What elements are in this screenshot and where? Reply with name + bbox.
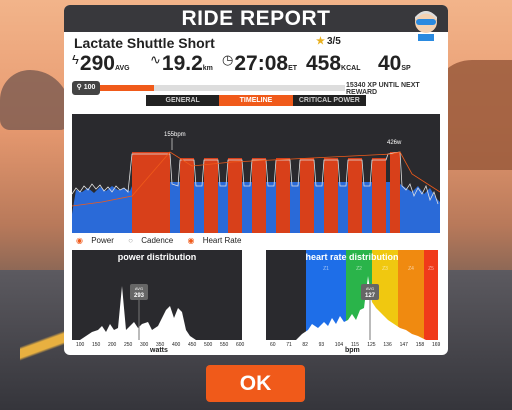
legend-power[interactable]: ◉ Power (76, 236, 114, 245)
ok-button[interactable]: OK (206, 365, 305, 402)
legend-heart-rate[interactable]: ◉ Heart Rate (187, 236, 242, 245)
level-badge: ⚲ 100 (72, 81, 100, 95)
power-tick-label: 500 (204, 342, 213, 348)
xp-progress-fill (100, 85, 154, 91)
power-tick-label: 200 (108, 342, 117, 348)
power-tick-label: 250 (124, 342, 133, 348)
timeline-interval-bar (204, 158, 218, 233)
chart-legend: ◉ Power ○ Cadence ◉ Heart Rate (76, 236, 253, 245)
clock-icon: ◷ (222, 52, 234, 67)
timeline-chart: 155bpm 426w (72, 114, 440, 233)
stat-sport-points: 40SP (378, 52, 411, 75)
ride-report-panel: RIDE REPORT Lactate Shuttle Short ★ 3/5 ϟ… (64, 5, 448, 355)
heart-rate-tick-label: 71 (286, 342, 292, 348)
workout-row: Lactate Shuttle Short ★ 3/5 (64, 32, 448, 52)
timeline-interval-bar (372, 158, 386, 233)
timeline-heart-rate-line (72, 151, 440, 207)
rating-value: 3/5 (326, 36, 341, 47)
hr-zone-label: Z4 (408, 266, 414, 272)
timeline-interval-bar (228, 158, 242, 233)
timeline-interval-bar (276, 158, 290, 233)
power-distribution-chart: power distribution AVG 293 (72, 250, 242, 340)
heart-rate-tick-label: 82 (302, 342, 308, 348)
timeline-interval-bar (252, 158, 266, 233)
heart-rate-distribution-plot: Z1 Z2 Z3 Z4 Z5 AVG 127 (296, 250, 438, 340)
hr-avg-value: 127 (365, 293, 376, 299)
timeline-power-cooldown (400, 184, 440, 233)
power-distribution-plot: AVG 293 (80, 284, 196, 340)
workout-name: Lactate Shuttle Short (74, 35, 215, 51)
power-distribution-xlabel: watts (150, 347, 168, 354)
report-tabs: GENERAL TIMELINE CRITICAL POWER (146, 95, 366, 106)
power-tick-label: 150 (92, 342, 101, 348)
hr-zone-band (424, 250, 438, 340)
timeline-peak-power-label: 426w (387, 140, 402, 146)
power-tick-label: 350 (156, 342, 165, 348)
power-tick-label: 600 (236, 342, 245, 348)
heart-rate-distribution-title: heart rate distribution (305, 252, 399, 262)
hr-zone-label: Z2 (356, 266, 362, 272)
heart-rate-tick-label: 147 (399, 342, 408, 348)
timeline-peak-hr-label: 155bpm (164, 132, 186, 138)
stat-time: ◷27:08ET (222, 52, 298, 75)
background-rock (0, 70, 70, 130)
stat-power: ϟ290AVG (72, 52, 130, 75)
heart-rate-tick-label: 158 (415, 342, 425, 348)
heart-rate-tick-label: 115 (351, 342, 359, 348)
legend-cadence[interactable]: ○ Cadence (128, 236, 174, 245)
power-avg-value: 293 (134, 293, 145, 299)
heart-rate-tick-label: 169 (432, 342, 441, 348)
timeline-interval-bar (132, 152, 170, 233)
power-tick-label: 550 (220, 342, 229, 348)
avatar (415, 11, 437, 41)
route-icon: ∿ (150, 52, 161, 67)
power-tick-label: 450 (188, 342, 197, 348)
hr-avg-label: AVG (366, 286, 374, 291)
panel-title: RIDE REPORT (64, 5, 448, 32)
hr-zone-band (398, 250, 424, 340)
heart-rate-distribution-xlabel: bpm (345, 347, 360, 354)
xp-remaining-text: 15340 XP UNTIL NEXT REWARD (346, 82, 420, 96)
hr-zone-label: Z5 (428, 266, 434, 272)
timeline-interval-bar (180, 158, 194, 233)
hr-zone-label: Z3 (382, 266, 388, 272)
tab-general[interactable]: GENERAL (165, 97, 200, 104)
power-distribution-shape (80, 286, 196, 340)
workout-rating[interactable]: ★ 3/5 (316, 36, 341, 47)
power-tick-label: 400 (172, 342, 181, 348)
timeline-interval-bar (348, 158, 362, 233)
xp-progress-row: ⚲ 100 15340 XP UNTIL NEXT REWARD (72, 80, 440, 96)
hr-avg-badge (361, 284, 379, 300)
stats-row: ϟ290AVG ∿19.2km ◷27:08ET 458KCAL 40SP (70, 52, 411, 78)
heart-rate-tick-label: 136 (383, 342, 392, 348)
power-tick-label: 300 (140, 342, 149, 348)
power-avg-label: AVG (135, 286, 143, 291)
heart-rate-distribution-shape (296, 276, 426, 340)
heart-rate-tick-label: 125 (367, 342, 376, 348)
timeline-interval-bar (390, 152, 400, 233)
lightning-icon: ϟ (72, 52, 79, 67)
heart-rate-distribution-chart: Z1 Z2 Z3 Z4 Z5 AVG 127 heart rate distributi… (266, 250, 438, 340)
power-distribution-title: power distribution (117, 252, 197, 262)
star-icon: ★ (316, 36, 325, 47)
power-avg-badge (130, 284, 148, 300)
heart-rate-tick-label: 93 (318, 342, 325, 348)
hr-zone-label: Z1 (323, 266, 329, 272)
timeline-interval-bar (324, 158, 338, 233)
heart-rate-tick-label: 60 (270, 342, 276, 348)
stat-distance: ∿19.2km (150, 52, 213, 75)
bike-icon: ⚲ (76, 84, 82, 91)
tab-timeline[interactable]: TIMELINE (219, 95, 293, 106)
tab-critical-power[interactable]: CRITICAL POWER (298, 97, 360, 104)
timeline-power-low (72, 186, 132, 233)
xp-progress-bar (100, 85, 345, 91)
timeline-interval-bar (300, 158, 314, 233)
power-tick-label: 100 (76, 342, 85, 348)
stat-calories: 458KCAL (306, 52, 361, 75)
heart-rate-tick-label: 104 (334, 342, 344, 348)
